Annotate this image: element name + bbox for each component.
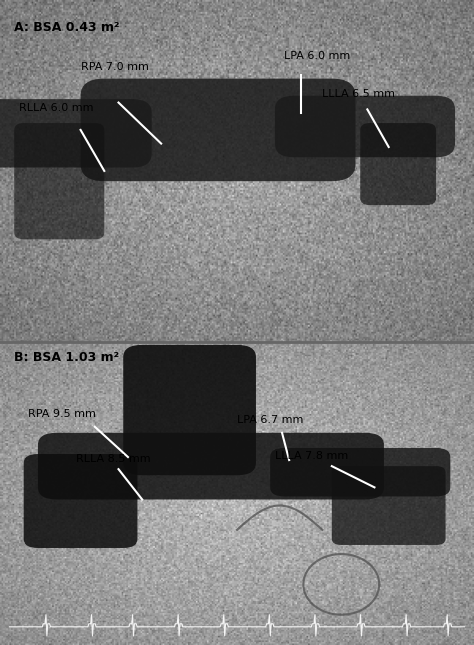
Text: LLLA 7.8 mm: LLLA 7.8 mm [275,451,348,461]
Text: B: BSA 1.03 m²: B: BSA 1.03 m² [14,351,119,364]
FancyBboxPatch shape [14,123,104,239]
FancyBboxPatch shape [38,433,384,499]
FancyBboxPatch shape [24,454,137,548]
FancyBboxPatch shape [270,448,450,497]
FancyBboxPatch shape [360,123,436,205]
FancyBboxPatch shape [0,99,152,168]
Text: RLLA 8.5 mm: RLLA 8.5 mm [76,454,150,464]
Text: RPA 7.0 mm: RPA 7.0 mm [81,61,148,72]
Text: LLLA 6.5 mm: LLLA 6.5 mm [322,89,395,99]
Text: LPA 6.0 mm: LPA 6.0 mm [284,52,351,61]
FancyBboxPatch shape [332,466,446,545]
FancyBboxPatch shape [123,345,256,475]
FancyBboxPatch shape [81,79,356,181]
FancyBboxPatch shape [275,95,455,157]
Text: A: BSA 0.43 m²: A: BSA 0.43 m² [14,21,120,34]
Text: LPA 6.7 mm: LPA 6.7 mm [237,415,303,424]
Text: RPA 9.5 mm: RPA 9.5 mm [28,408,96,419]
Text: RLLA 6.0 mm: RLLA 6.0 mm [19,103,93,113]
